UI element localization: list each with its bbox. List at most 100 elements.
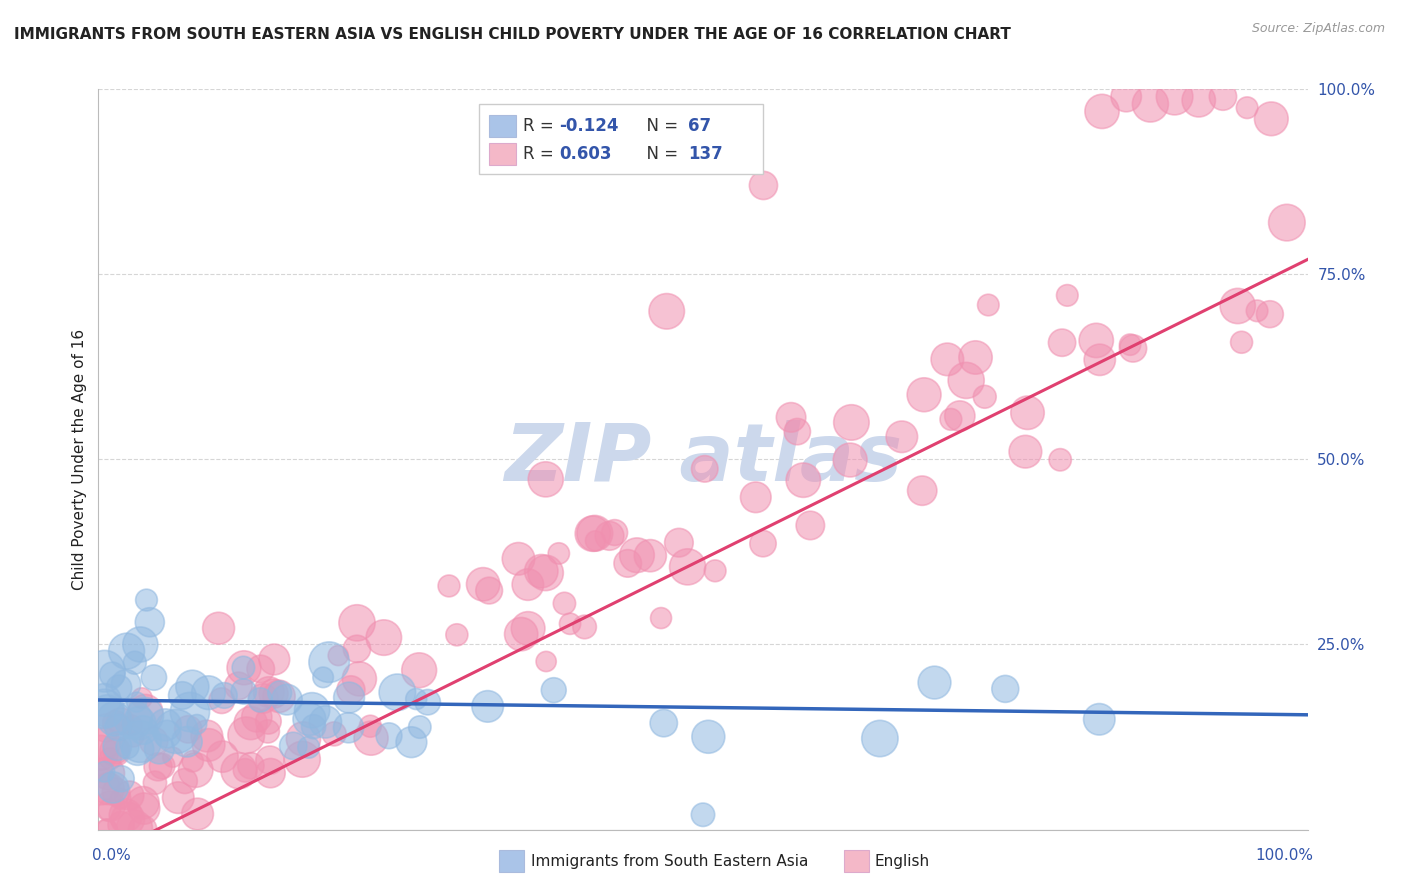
Point bbox=[312, 670, 335, 684]
Text: 67: 67 bbox=[689, 117, 711, 136]
Point bbox=[359, 719, 381, 733]
Point bbox=[259, 766, 281, 780]
Point bbox=[839, 453, 862, 467]
Point bbox=[122, 713, 145, 727]
Point bbox=[267, 690, 290, 704]
Point bbox=[117, 740, 139, 755]
Point bbox=[128, 716, 150, 731]
Point bbox=[655, 304, 678, 318]
Point bbox=[1017, 406, 1039, 420]
Point bbox=[246, 710, 269, 724]
Point bbox=[134, 801, 156, 815]
Point bbox=[530, 564, 553, 578]
Point bbox=[697, 730, 720, 744]
Text: IMMIGRANTS FROM SOUTH EASTERN ASIA VS ENGLISH CHILD POVERTY UNDER THE AGE OF 16 : IMMIGRANTS FROM SOUTH EASTERN ASIA VS EN… bbox=[14, 27, 1011, 42]
Point bbox=[626, 548, 648, 562]
Point bbox=[162, 750, 184, 764]
Point bbox=[115, 677, 138, 691]
Point bbox=[409, 720, 432, 734]
Point bbox=[437, 579, 460, 593]
Point bbox=[583, 533, 606, 548]
Point bbox=[416, 695, 439, 709]
Point bbox=[232, 684, 254, 698]
Point bbox=[110, 714, 132, 729]
Point bbox=[134, 709, 156, 723]
Point bbox=[301, 703, 323, 717]
Point bbox=[1139, 97, 1161, 112]
Point bbox=[214, 689, 236, 703]
Point bbox=[408, 663, 430, 677]
Point bbox=[1163, 89, 1185, 103]
Point bbox=[337, 690, 360, 705]
Point bbox=[269, 686, 291, 700]
Point bbox=[616, 557, 638, 571]
Point bbox=[117, 812, 139, 826]
Point bbox=[283, 739, 305, 753]
Text: 100.0%: 100.0% bbox=[1256, 848, 1313, 863]
Point bbox=[142, 671, 165, 685]
Point bbox=[890, 430, 912, 444]
Point bbox=[1091, 104, 1114, 119]
Text: 0.603: 0.603 bbox=[560, 145, 612, 163]
Point bbox=[239, 716, 262, 731]
Point bbox=[292, 731, 315, 746]
Point bbox=[150, 759, 173, 773]
Point bbox=[745, 490, 768, 504]
Point bbox=[1050, 335, 1073, 350]
Point bbox=[105, 785, 128, 799]
Point bbox=[233, 661, 256, 675]
Point bbox=[598, 529, 620, 543]
Point bbox=[516, 577, 538, 591]
Point bbox=[955, 373, 977, 387]
FancyBboxPatch shape bbox=[489, 144, 516, 165]
Point bbox=[107, 721, 129, 735]
Point bbox=[187, 807, 209, 822]
Point bbox=[98, 752, 121, 766]
Point bbox=[207, 621, 229, 635]
Point bbox=[179, 705, 201, 719]
Point bbox=[90, 764, 112, 778]
Point bbox=[124, 821, 146, 835]
Point bbox=[676, 559, 699, 574]
Point bbox=[93, 737, 115, 751]
Point bbox=[143, 775, 166, 789]
Point bbox=[195, 729, 218, 743]
Point bbox=[786, 425, 808, 439]
Point bbox=[93, 702, 115, 716]
Text: N =: N = bbox=[637, 145, 683, 163]
Point bbox=[97, 781, 120, 796]
Point bbox=[139, 615, 162, 630]
Point bbox=[924, 675, 946, 690]
Point bbox=[129, 734, 152, 748]
Point bbox=[1188, 93, 1211, 107]
Point bbox=[173, 774, 195, 789]
Point bbox=[543, 683, 565, 698]
Point bbox=[177, 723, 200, 737]
Point bbox=[912, 388, 935, 402]
Point bbox=[517, 622, 540, 636]
Point bbox=[582, 526, 605, 541]
Text: English: English bbox=[875, 855, 929, 869]
Point bbox=[228, 764, 250, 778]
Point bbox=[118, 789, 141, 803]
Point bbox=[108, 681, 131, 695]
Point bbox=[257, 685, 280, 699]
Point bbox=[558, 616, 581, 631]
Point bbox=[96, 704, 118, 718]
Point bbox=[387, 685, 409, 699]
Point bbox=[228, 679, 250, 693]
Point bbox=[337, 721, 360, 735]
Point bbox=[1275, 216, 1298, 230]
Point bbox=[373, 631, 395, 645]
Point bbox=[298, 740, 321, 755]
Point bbox=[693, 462, 716, 476]
Point bbox=[291, 752, 314, 766]
Point bbox=[96, 822, 118, 837]
Point bbox=[1212, 89, 1234, 103]
Point bbox=[122, 730, 145, 744]
Point bbox=[869, 731, 891, 746]
Point bbox=[603, 525, 626, 540]
Point bbox=[167, 790, 190, 805]
Point bbox=[841, 416, 863, 430]
Point bbox=[176, 735, 198, 749]
